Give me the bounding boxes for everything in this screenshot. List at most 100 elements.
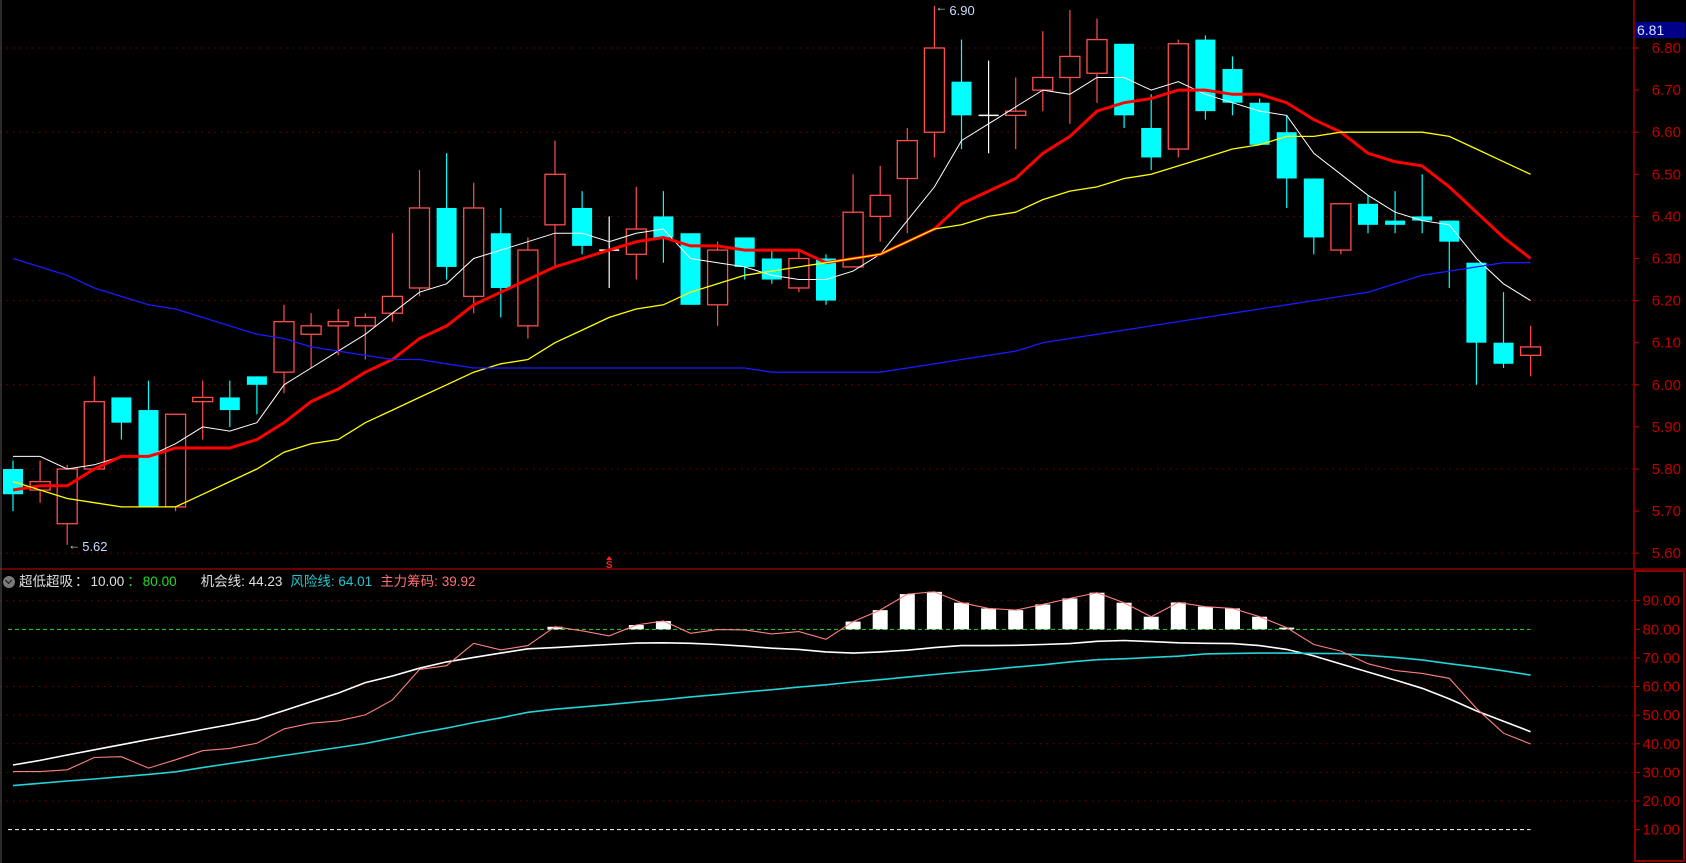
ma20-line (12, 131, 1531, 508)
candle[interactable] (1059, 10, 1081, 124)
candle[interactable] (1195, 35, 1216, 120)
candle-body-up (1086, 38, 1108, 74)
candle[interactable] (1005, 77, 1027, 150)
candle[interactable] (408, 170, 431, 297)
candle[interactable] (734, 237, 755, 280)
candle[interactable] (300, 313, 322, 368)
y-tick-label: 6.60 (1652, 124, 1681, 141)
candle-body-down (734, 237, 755, 267)
high-arrow-icon: ← (935, 0, 947, 14)
signal-bar (1062, 598, 1078, 630)
candle[interactable] (273, 304, 295, 394)
candle[interactable] (1358, 195, 1378, 234)
candle[interactable] (111, 397, 132, 440)
candle-body-up (463, 207, 485, 298)
candle[interactable] (490, 207, 511, 318)
candle[interactable] (842, 174, 864, 268)
candle-body-up (706, 249, 729, 306)
y-tick-label: 6.80 (1652, 40, 1681, 57)
candle[interactable] (29, 460, 51, 503)
candle[interactable] (327, 309, 349, 356)
candle[interactable] (923, 5, 946, 158)
signal-bar (899, 594, 915, 630)
candle[interactable] (3, 460, 23, 512)
ma10-line (12, 88, 1532, 492)
risk-line-legend: 风险线: 64.01 (290, 574, 373, 589)
candle[interactable] (436, 153, 457, 280)
candle-body-down (1141, 127, 1162, 158)
candle[interactable] (1466, 262, 1487, 385)
level-high-value: 80.00 (142, 574, 177, 589)
candle-body-down (490, 233, 511, 288)
candle[interactable] (192, 380, 214, 440)
collapse-chevron-icon[interactable] (3, 576, 15, 588)
candle[interactable] (1276, 115, 1297, 208)
candle[interactable] (761, 250, 782, 284)
current-price-badge: 6.81 (1635, 22, 1685, 38)
signal-bar (547, 626, 563, 630)
candle-body-down (1222, 69, 1243, 103)
signal-bar (845, 621, 861, 630)
main-chip-line (13, 591, 1531, 773)
candle[interactable] (1330, 203, 1352, 255)
candle-body-down (1114, 43, 1135, 116)
candle-body-down (1439, 220, 1460, 242)
candle[interactable] (463, 182, 485, 314)
indicator-tick-label: 20.00 (1642, 793, 1680, 810)
candle[interactable] (83, 376, 105, 470)
signal-triangle-icon (606, 556, 613, 560)
candle[interactable] (1412, 174, 1433, 234)
candle[interactable] (164, 413, 187, 512)
candle[interactable] (56, 464, 78, 545)
candle[interactable] (1141, 94, 1162, 171)
candle-body-up (788, 257, 810, 289)
candle[interactable] (653, 191, 674, 263)
candle[interactable] (1167, 39, 1189, 158)
candle[interactable] (354, 313, 376, 360)
candle[interactable] (1086, 18, 1108, 103)
candle-body-down (219, 397, 240, 411)
indicator-panel[interactable]: 90.00 80.00 70.00 60.00 50.00 40.00 30.00 20.00… (0, 570, 1685, 862)
candle[interactable] (1222, 56, 1243, 116)
candle-body-up (842, 211, 864, 268)
candle[interactable] (246, 376, 267, 415)
candle[interactable] (572, 191, 593, 255)
candle[interactable] (219, 380, 240, 427)
candle[interactable] (517, 237, 539, 339)
indicator-tick-label: 90.00 (1642, 593, 1680, 610)
candle[interactable] (1303, 178, 1324, 255)
candle-body-up (192, 396, 214, 403)
y-tick-label: 6.50 (1652, 166, 1681, 183)
candle-body-down (436, 207, 457, 267)
candle-body-up (164, 413, 187, 508)
signal-bar (1225, 608, 1240, 630)
candle[interactable] (1032, 31, 1054, 112)
annotations: ← 6.90← 5.62S (68, 0, 975, 571)
low-price-label: 5.62 (82, 539, 107, 554)
candle-body-down (1385, 220, 1406, 225)
candle[interactable] (1519, 325, 1542, 377)
candle-body-up (354, 316, 376, 327)
candle[interactable] (1249, 98, 1270, 145)
candle[interactable] (1493, 292, 1514, 368)
candle[interactable] (951, 39, 972, 150)
candle[interactable] (138, 380, 159, 507)
candle-body-down (246, 376, 267, 385)
candle[interactable] (1114, 43, 1135, 128)
candle[interactable] (869, 165, 891, 242)
candle-body-down (1493, 342, 1514, 364)
signal-bar (1279, 627, 1295, 630)
candle[interactable] (978, 60, 999, 154)
signal-bar (1252, 616, 1268, 630)
candle[interactable] (896, 127, 918, 234)
indicator-axis-box (1634, 570, 1685, 862)
signal-bar (954, 602, 969, 630)
signal-bar (1116, 602, 1132, 630)
candle[interactable] (544, 140, 566, 267)
candle[interactable] (788, 250, 810, 293)
signal-bar (655, 621, 671, 630)
low-arrow-icon: ← (68, 538, 80, 552)
candle[interactable] (1439, 220, 1460, 288)
moving-averages (12, 77, 1532, 508)
